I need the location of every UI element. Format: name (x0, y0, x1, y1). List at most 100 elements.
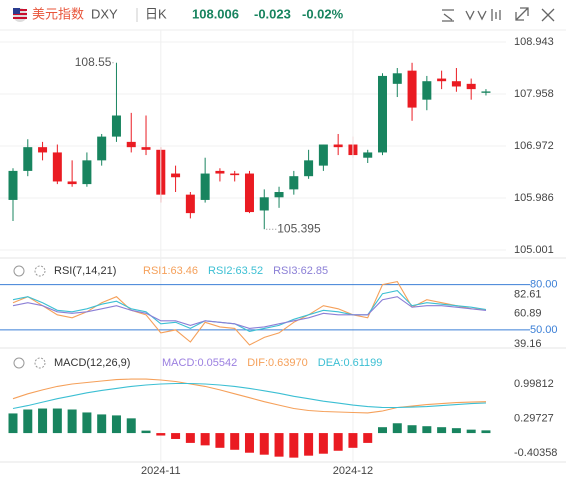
rsi-line (12, 296, 487, 329)
candle-body (97, 136, 107, 161)
macd-bar (466, 429, 476, 434)
macd-bar (126, 418, 136, 434)
candle-body (38, 147, 48, 153)
y-tick-label: 105.986 (514, 192, 554, 204)
macd-bar (185, 433, 195, 443)
macd-bar (8, 413, 18, 434)
period[interactable]: 日K (145, 6, 167, 21)
y-tick-label: 108.943 (514, 36, 554, 48)
candle-body (67, 181, 77, 185)
macd-bar (38, 408, 48, 434)
y-tick-label: 105.001 (514, 244, 554, 256)
macd-bar (348, 433, 358, 448)
y-tick-label: -0.40358 (514, 447, 557, 459)
candle-body (126, 141, 136, 148)
settings-icon[interactable] (34, 265, 46, 277)
candle-body (481, 91, 491, 93)
candle-body (333, 144, 343, 148)
macd-bar (481, 430, 491, 434)
legend-entry: RSI1:63.46 (143, 265, 198, 277)
rsi-header: RSI(7,14,21) (13, 265, 116, 277)
y-tick-label: 0.99812 (514, 378, 554, 390)
macd-bar (141, 430, 151, 434)
candle-body (318, 144, 328, 166)
macd-header: MACD(12,26,9) (13, 357, 130, 369)
macd-bar (407, 425, 417, 434)
y-tick-label: 39.16 (514, 338, 542, 350)
candle-body (111, 115, 121, 137)
y-tick-label: 60.89 (514, 307, 542, 319)
x-tick-label: 2024-11 (141, 465, 181, 477)
macd-bar (156, 433, 166, 436)
candle-body (378, 75, 387, 153)
macd-line (12, 378, 487, 414)
high-label: 108.55 (75, 55, 112, 69)
low-label: 105.395 (277, 221, 321, 235)
macd-bar (378, 427, 387, 434)
candle-body (259, 197, 269, 211)
candle-body (363, 152, 373, 158)
x-tick-label: 2024-12 (333, 465, 373, 477)
macd-bar (333, 433, 343, 451)
candle-body (200, 173, 210, 200)
candle-body (230, 173, 240, 176)
draw-tool-icon[interactable] (442, 9, 454, 22)
candle-body (185, 194, 195, 214)
legend-entry: DEA:0.61199 (318, 357, 383, 369)
macd-bar (97, 414, 107, 434)
indicator-icon[interactable] (465, 10, 487, 21)
top-bar: 美元指数 DXY 日K 108.006 -0.023 -0.02% (13, 6, 555, 22)
legend-entry: RSI2:63.52 (208, 265, 263, 277)
candle-body (304, 160, 314, 177)
candle-body (8, 170, 18, 200)
candle-body (422, 81, 432, 100)
macd-line (12, 382, 487, 410)
legend-entry: DIF:0.63970 (247, 357, 308, 369)
macd-bar (363, 433, 373, 443)
macd-bar (422, 426, 432, 434)
macd-bar (230, 433, 240, 450)
indicator-title: RSI(7,14,21) (54, 265, 116, 277)
candle-body (451, 81, 461, 87)
price: 108.006 (192, 6, 239, 21)
symbol: DXY (91, 6, 118, 21)
candle-body (52, 152, 62, 182)
candle-body (437, 78, 447, 82)
macd-bar (274, 433, 284, 457)
candle-body (289, 176, 299, 190)
eye-icon[interactable] (13, 357, 25, 369)
candle-body (392, 73, 402, 84)
macd-bar (67, 409, 77, 434)
y-tick-label: 82.61 (514, 289, 542, 301)
macd-bar (392, 423, 402, 434)
macd-bar (437, 427, 447, 434)
candle-body (171, 173, 181, 178)
macd-bar (451, 428, 461, 434)
candle-body (215, 170, 225, 174)
candle-type-icon[interactable] (491, 9, 501, 21)
indicator-title: MACD(12,26,9) (54, 357, 130, 369)
macd-bar (111, 415, 121, 434)
close-icon[interactable] (541, 8, 555, 22)
candle-body (82, 160, 92, 185)
macd-bar (244, 433, 254, 453)
settings-icon[interactable] (34, 357, 46, 369)
change: -0.023 (254, 6, 291, 21)
macd-bar (289, 433, 299, 458)
macd-bar (215, 433, 225, 448)
y-tick-label: 0.29727 (514, 412, 554, 424)
y-tick-label: 107.958 (514, 88, 554, 100)
index-name: 美元指数 (32, 6, 84, 21)
macd-bar (52, 408, 62, 434)
level-label: 80.00 (530, 279, 558, 291)
macd-bar (82, 412, 92, 434)
legend-entry: RSI3:62.85 (273, 265, 328, 277)
macd-bar (171, 433, 181, 439)
candle-body (141, 147, 151, 150)
fullscreen-icon[interactable] (515, 7, 529, 21)
macd-bar (23, 409, 33, 434)
macd-bar (200, 433, 210, 446)
y-tick-label: 106.972 (514, 140, 554, 152)
eye-icon[interactable] (13, 265, 25, 277)
